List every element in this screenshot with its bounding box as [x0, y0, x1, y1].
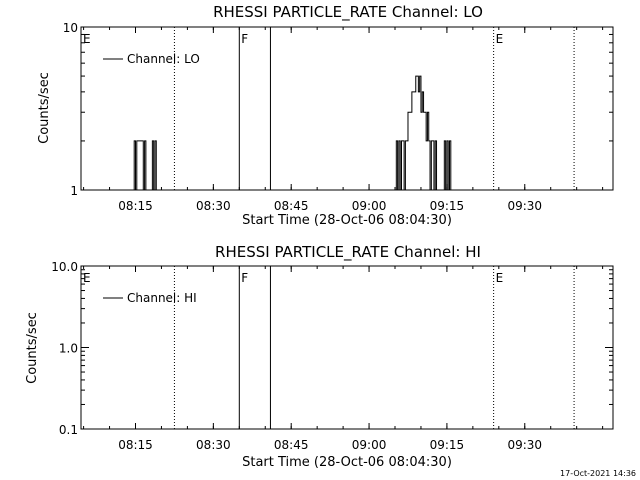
y-axis-ticks: 1 10 [63, 21, 613, 198]
x-tick-label: 08:30 [196, 199, 231, 213]
x-tick-label: 09:00 [352, 438, 387, 452]
series-line [132, 75, 456, 191]
plot-area: E F E 08:15 08:30 08:45 09:00 09:15 09:30 1 10 [63, 21, 614, 213]
y-axis-ticks: 0.1 1.0 10.0 [51, 260, 613, 437]
legend: Channel: LO [103, 52, 200, 66]
x-axis-label: Start Time (28-Oct-06 08:04:30) [242, 455, 452, 470]
x-tick-label: 09:00 [352, 199, 387, 213]
panel-hi: RHESSI PARTICLE_RATE Channel: HI E F E 08:… [25, 243, 614, 470]
y-tick-label: 10 [63, 21, 78, 35]
x-tick-label: 09:15 [430, 199, 465, 213]
event-marker-label: E [496, 271, 504, 285]
y-tick-label: 0.1 [59, 423, 78, 437]
y-axis-label: Counts/sec [37, 72, 52, 144]
legend: Channel: HI [103, 291, 197, 305]
y-tick-label: 1 [70, 184, 78, 198]
event-marker-label: F [241, 32, 248, 46]
y-axis-label: Counts/sec [25, 312, 40, 384]
x-tick-label: 09:30 [507, 438, 542, 452]
x-axis-label: Start Time (28-Oct-06 08:04:30) [242, 213, 452, 228]
series-group [132, 75, 456, 191]
plot-area: E F E 08:15 08:30 08:45 09:00 09:15 09:30 0.1 1.… [51, 260, 614, 452]
event-marker-label: E [496, 32, 504, 46]
chart-title: RHESSI PARTICLE_RATE Channel: LO [213, 3, 483, 22]
x-tick-label: 09:30 [507, 199, 542, 213]
x-axis-ticks: 08:15 08:30 08:45 09:00 09:15 09:30 [83, 27, 604, 213]
x-tick-label: 08:45 [274, 438, 309, 452]
y-tick-label: 1.0 [59, 342, 78, 356]
legend-label: Channel: LO [127, 52, 200, 66]
x-tick-label: 08:45 [274, 199, 309, 213]
chart-title: RHESSI PARTICLE_RATE Channel: HI [215, 243, 481, 262]
x-axis-ticks: 08:15 08:30 08:45 09:00 09:15 09:30 [83, 266, 604, 452]
event-marker-label: E [83, 32, 91, 46]
y-tick-label: 10.0 [51, 260, 78, 274]
timestamp-stamp: 17-Oct-2021 14:36 [560, 469, 636, 478]
panel-lo: RHESSI PARTICLE_RATE Channel: LO E F E 08:… [37, 3, 614, 228]
event-marker-label: F [241, 271, 248, 285]
event-marker-label: E [83, 271, 91, 285]
legend-label: Channel: HI [127, 291, 197, 305]
x-tick-label: 08:15 [118, 199, 153, 213]
x-tick-label: 09:15 [430, 438, 465, 452]
x-tick-label: 08:30 [196, 438, 231, 452]
x-tick-label: 08:15 [118, 438, 153, 452]
